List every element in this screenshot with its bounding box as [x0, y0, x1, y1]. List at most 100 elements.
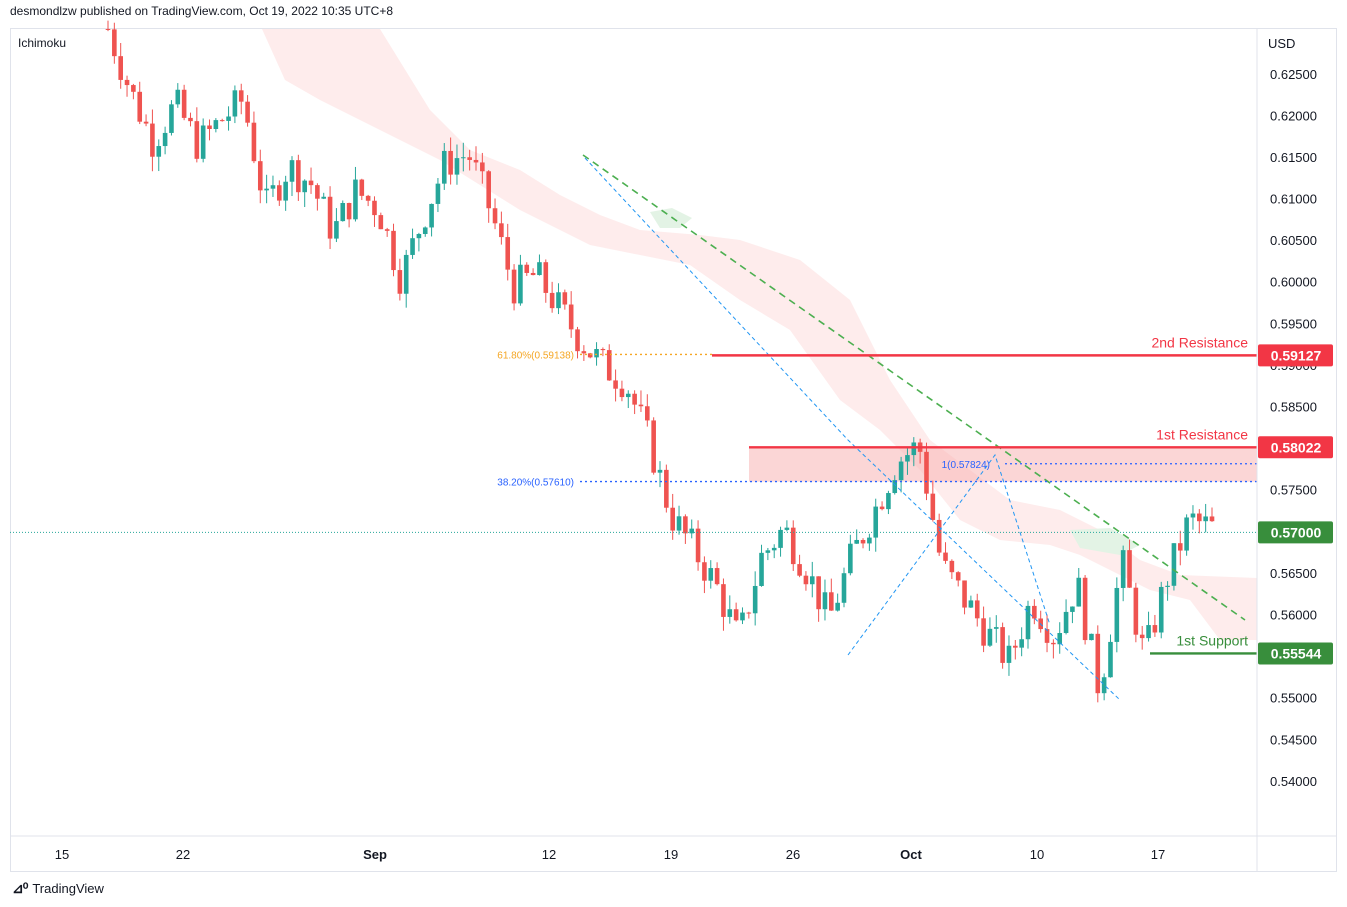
candle-up: [968, 600, 974, 608]
candle-up: [689, 528, 695, 534]
candle-down: [1013, 645, 1018, 648]
candle-down: [124, 79, 130, 86]
candle-up: [759, 552, 764, 586]
candle-down: [638, 404, 644, 407]
candle-down: [581, 351, 587, 354]
candle-down: [1177, 543, 1183, 551]
y-tick-label: 0.56500: [1270, 566, 1317, 581]
candle-down: [1133, 587, 1139, 635]
candle-up: [1108, 641, 1113, 678]
y-tick-label: 0.60000: [1270, 275, 1317, 290]
candle-up: [1146, 625, 1151, 639]
candle-down: [1152, 625, 1158, 633]
candle-down: [473, 159, 479, 163]
chart-frame: [10, 28, 1337, 872]
candle-up: [169, 104, 174, 133]
candle-down: [664, 469, 669, 508]
candle-up: [987, 628, 993, 646]
fib-label: 61.80%(0.59138): [497, 350, 574, 361]
candle-down: [962, 580, 967, 608]
fib-label: 1(0.57824): [942, 460, 990, 471]
candle-up: [283, 181, 288, 201]
candle-up: [1101, 677, 1107, 694]
candle-down: [194, 121, 200, 159]
candle-up: [340, 203, 346, 222]
candle-down: [251, 122, 257, 162]
candle-up: [1070, 606, 1075, 612]
candle-down: [359, 179, 365, 196]
candle-up: [771, 547, 777, 551]
candle-down: [112, 29, 117, 57]
level-label: 2nd Resistance: [1151, 334, 1248, 350]
candle-up: [854, 539, 859, 544]
candle-up: [175, 89, 181, 105]
y-tick-label: 0.55000: [1270, 691, 1317, 706]
candle-down: [480, 162, 485, 172]
candle-down: [790, 527, 796, 565]
candle-down: [930, 493, 936, 520]
level-label: 1st Support: [1176, 632, 1248, 648]
x-tick-label: 10: [1030, 847, 1044, 862]
candle-up: [403, 254, 409, 294]
candle-down: [384, 229, 390, 231]
y-tick-label: 0.58500: [1270, 400, 1317, 415]
candle-up: [1184, 517, 1189, 551]
candle-down: [346, 203, 352, 220]
candle-down: [207, 125, 212, 129]
candle-up: [410, 238, 415, 255]
candle-down: [974, 600, 980, 619]
candle-up: [422, 227, 428, 235]
candle-up: [740, 612, 745, 621]
level-label: 1st Resistance: [1156, 426, 1248, 442]
x-tick-label: 12: [542, 847, 556, 862]
candle-up: [289, 160, 295, 182]
candle-up: [1063, 611, 1069, 634]
candle-down: [365, 195, 371, 201]
candle-down: [378, 215, 384, 230]
candle-down: [695, 528, 701, 563]
candle-up: [676, 516, 682, 531]
last-price-value: 0.57000: [1271, 524, 1322, 540]
fib-label: 38.20%(0.57610): [497, 478, 574, 489]
indicator-label[interactable]: Ichimoku: [18, 36, 67, 50]
y-tick-label: 0.57500: [1270, 483, 1317, 498]
bullish-cloud-segment: [1070, 528, 1140, 555]
y-tick-label: 0.61000: [1270, 192, 1317, 207]
candle-up: [454, 158, 460, 175]
candle-up: [1019, 639, 1024, 648]
candle-down: [733, 609, 739, 621]
candle-up: [625, 393, 631, 398]
x-tick-label: 15: [55, 847, 69, 862]
candle-up: [461, 157, 466, 159]
candle-down: [181, 89, 187, 118]
candle-down: [562, 292, 568, 305]
candle-down: [245, 101, 250, 123]
candle-down: [632, 393, 637, 405]
currency-label: USD: [1268, 36, 1296, 51]
candle-up: [213, 120, 219, 129]
candle-down: [568, 304, 574, 330]
fib-diagonal: [847, 453, 1051, 656]
candle-up: [873, 506, 879, 538]
candle-up: [302, 180, 307, 193]
y-tick-label: 0.54000: [1270, 774, 1317, 789]
time-axis: 15 22 Sep 12 19 26 Oct 10 17: [10, 835, 1337, 862]
y-tick-label: 0.56000: [1270, 608, 1317, 623]
candle-down: [105, 29, 111, 30]
candle-up: [537, 262, 542, 276]
candle-down: [131, 85, 136, 92]
candle-down: [949, 560, 955, 573]
candle-up: [708, 568, 714, 581]
candle-down: [955, 572, 961, 581]
footer[interactable]: ⊿⁰ TradingView: [12, 880, 104, 897]
y-tick-label: 0.60500: [1270, 233, 1317, 248]
candle-up: [993, 627, 999, 629]
footer-brand: TradingView: [32, 881, 104, 896]
resistance-zone: [749, 447, 1257, 482]
candle-up: [886, 493, 891, 510]
candle-down: [670, 507, 675, 531]
candle-down: [391, 230, 396, 271]
candle-down: [308, 180, 314, 186]
candle-down: [499, 223, 504, 238]
